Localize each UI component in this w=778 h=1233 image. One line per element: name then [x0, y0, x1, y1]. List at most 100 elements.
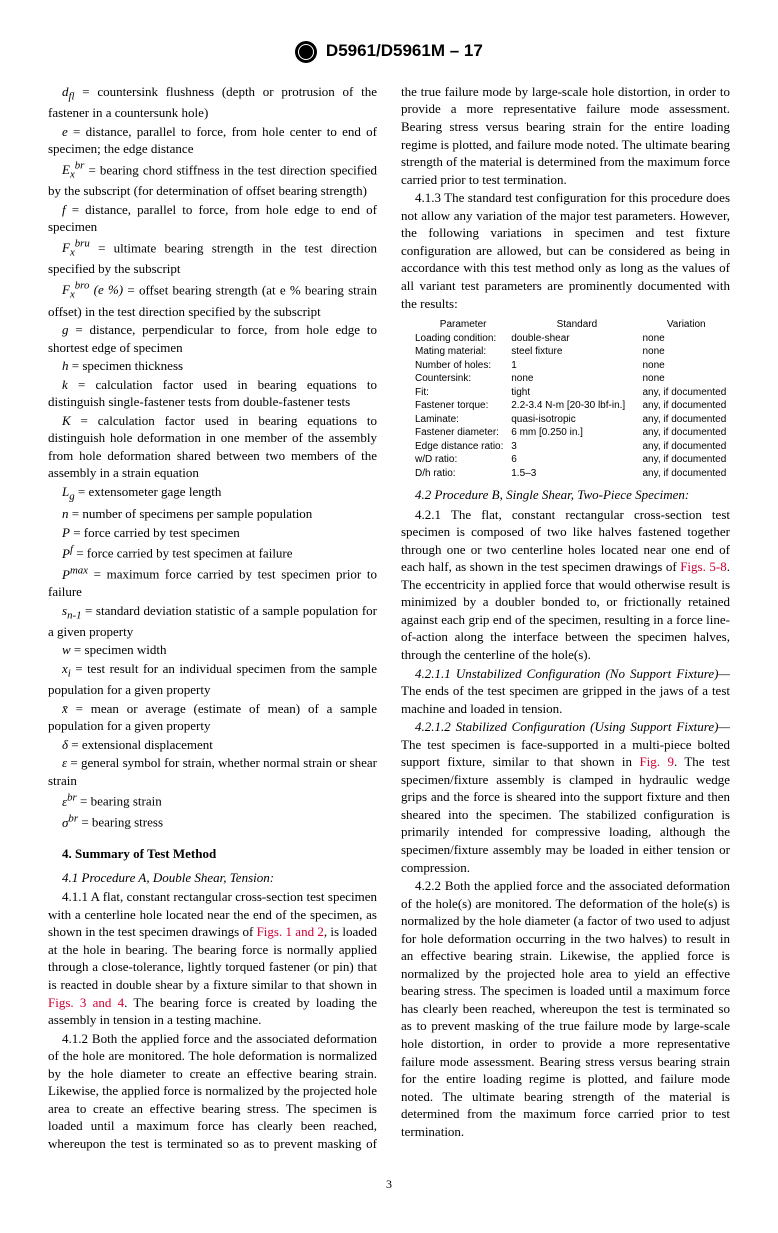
table-row: Fastener diameter:6 mm [0.250 in.]any, i… [415, 426, 730, 440]
definition-item: Pf = force carried by test specimen at f… [48, 542, 377, 562]
symbol: P [62, 525, 70, 540]
table-cell: any, if documented [643, 399, 731, 413]
symbol: xi [62, 661, 71, 676]
para-4-2-1: 4.2.1 The flat, constant rectangular cro… [401, 506, 730, 664]
table-cell: Fit: [415, 386, 511, 400]
table-cell: any, if documented [643, 426, 731, 440]
symbol: σbr [62, 815, 78, 830]
table-cell: none [511, 372, 642, 386]
table-cell: 1 [511, 359, 642, 373]
table-row: Fastener torque:2.2-3.4 N-m [20-30 lbf-i… [415, 399, 730, 413]
table-row: Edge distance ratio:3any, if documented [415, 440, 730, 454]
table-row: Fit:tightany, if documented [415, 386, 730, 400]
table-cell: Fastener diameter: [415, 426, 511, 440]
table-header: Variation [643, 318, 731, 332]
table-cell: Loading condition: [415, 332, 511, 346]
definition-item: P = force carried by test specimen [48, 524, 377, 542]
definition-text: = standard deviation statistic of a samp… [48, 603, 377, 639]
table-cell: any, if documented [643, 453, 731, 467]
designation: D5961/D5961M – 17 [326, 41, 483, 60]
table-cell: any, if documented [643, 467, 731, 481]
definition-text: = distance, perpendicular to force, from… [48, 322, 377, 355]
table-row: Loading condition:double-shearnone [415, 332, 730, 346]
definition-item: h = specimen thickness [48, 357, 377, 375]
table-cell: Edge distance ratio: [415, 440, 511, 454]
table-cell: none [643, 345, 731, 359]
definition-text: = distance, parallel to force, from hole… [48, 202, 377, 235]
symbol: K [62, 413, 71, 428]
table-cell: quasi-isotropic [511, 413, 642, 427]
symbol: εbr [62, 794, 77, 809]
definition-item: n = number of specimens per sample popul… [48, 505, 377, 523]
table-cell: Mating material: [415, 345, 511, 359]
table-row: Laminate:quasi-isotropicany, if document… [415, 413, 730, 427]
symbol: dfl [62, 84, 75, 99]
definition-text: = maximum force carried by test specimen… [48, 567, 377, 600]
page-number: 3 [48, 1176, 730, 1192]
section-4-2-head: 4.2 Procedure B, Single Shear, Two-Piece… [401, 486, 730, 504]
table-cell: 1.5–3 [511, 467, 642, 481]
symbol: Lg [62, 484, 75, 499]
definition-item: sn-1 = standard deviation statistic of a… [48, 602, 377, 641]
table-cell: Laminate: [415, 413, 511, 427]
definition-item: Lg = extensometer gage length [48, 483, 377, 504]
table-cell: D/h ratio: [415, 467, 511, 481]
table-cell: none [643, 332, 731, 346]
symbol: Pf [62, 546, 73, 561]
table-cell: any, if documented [643, 386, 731, 400]
section-4-head: 4. Summary of Test Method [48, 845, 377, 863]
table-cell: any, if documented [643, 413, 731, 427]
definition-item: xi = test result for an individual speci… [48, 660, 377, 699]
doc-header: D5961/D5961M – 17 [48, 40, 730, 63]
definition-text: = general symbol for strain, whether nor… [48, 755, 377, 788]
definition-text: = extensometer gage length [75, 484, 222, 499]
definition-text: = distance, parallel to force, from hole… [48, 124, 377, 157]
definition-text: = bearing chord stiffness in the test di… [48, 162, 377, 198]
definition-item: Fxbro (e %) = offset bearing strength (a… [48, 279, 377, 320]
definition-text: = force carried by test specimen [70, 525, 240, 540]
definition-item: Pmax = maximum force carried by test spe… [48, 563, 377, 600]
table-cell: Number of holes: [415, 359, 511, 373]
symbol: sn-1 [62, 603, 82, 618]
definition-text: = specimen thickness [69, 358, 184, 373]
definition-text: = number of specimens per sample populat… [69, 506, 313, 521]
definition-item: εbr = bearing strain [48, 790, 377, 810]
table-header-row: Parameter Standard Variation [415, 318, 730, 332]
definition-item: f = distance, parallel to force, from ho… [48, 201, 377, 236]
definition-text: = force carried by test specimen at fail… [73, 546, 293, 561]
table-cell: tight [511, 386, 642, 400]
body-columns: dfl = countersink flushness (depth or pr… [48, 83, 730, 1153]
symbol: Fxbru [62, 240, 90, 255]
table-cell: 6 [511, 453, 642, 467]
symbol: Exbr [62, 162, 84, 177]
figref-3-4[interactable]: Figs. 3 and 4 [48, 995, 124, 1010]
definition-text: = mean or average (estimate of mean) of … [48, 701, 377, 734]
definition-item: k = calculation factor used in bearing e… [48, 376, 377, 411]
definition-text: = bearing strain [77, 794, 162, 809]
table-cell: 3 [511, 440, 642, 454]
table-row: w/D ratio:6any, if documented [415, 453, 730, 467]
symbol: Pmax [62, 567, 88, 582]
figref-5-8[interactable]: Figs. 5-8 [680, 559, 727, 574]
table-row: D/h ratio:1.5–3any, if documented [415, 467, 730, 481]
section-4-1-head: 4.1 Procedure A, Double Shear, Tension: [48, 869, 377, 887]
symbol: w [62, 642, 71, 657]
astm-logo [295, 41, 317, 63]
para-4-2-2: 4.2.2 Both the applied force and the ass… [401, 877, 730, 1140]
table-cell: steel fixture [511, 345, 642, 359]
definition-item: δ = extensional displacement [48, 736, 377, 754]
definitions-list: dfl = countersink flushness (depth or pr… [48, 83, 377, 831]
para-4-1-3: 4.1.3 The standard test configuration fo… [401, 189, 730, 312]
definition-item: dfl = countersink flushness (depth or pr… [48, 83, 377, 122]
definition-text: = calculation factor used in bearing equ… [48, 413, 377, 481]
table-row: Mating material:steel fixturenone [415, 345, 730, 359]
table-header: Standard [511, 318, 642, 332]
table-cell: Fastener torque: [415, 399, 511, 413]
definition-text: = extensional displacement [68, 737, 213, 752]
definition-text: = ultimate bearing strength in the test … [48, 240, 377, 276]
para-4-2-1-2: 4.2.1.2 Stabilized Configuration (Using … [401, 718, 730, 876]
definition-text: = bearing stress [78, 815, 163, 830]
symbol: Fxbro (e %) [62, 282, 123, 297]
figref-1-2[interactable]: Figs. 1 and 2 [257, 924, 324, 939]
figref-9[interactable]: Fig. 9 [639, 754, 674, 769]
